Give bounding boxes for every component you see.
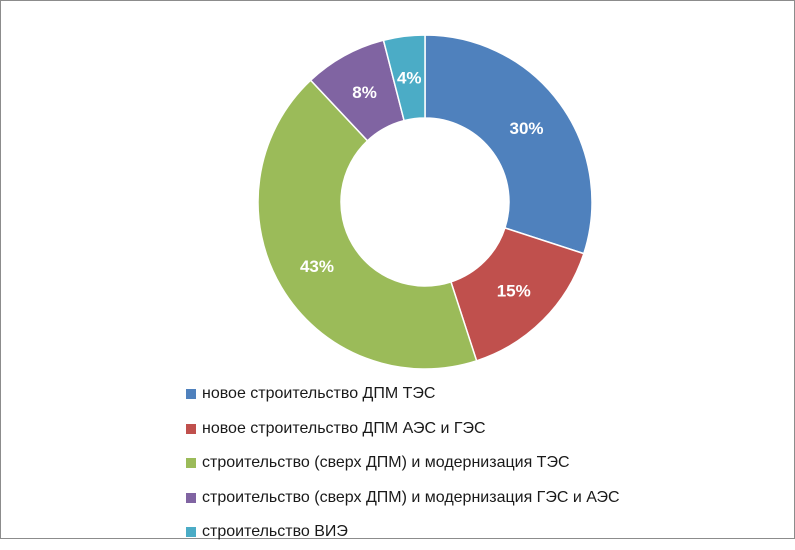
donut-slice-3: [257, 79, 478, 370]
legend-label-3: строительство (сверх ДПМ) и модернизация…: [202, 454, 570, 472]
legend-item-1: новое строительство ДПМ ТЭС: [186, 377, 620, 412]
legend-swatch-2: [186, 423, 196, 434]
slice-data-label-2: 15%: [497, 282, 531, 301]
chart-legend: новое строительство ДПМ ТЭС новое строите…: [186, 377, 620, 550]
slice-data-label-4: 8%: [352, 83, 377, 102]
legend-label-1: новое строительство ДПМ ТЭС: [202, 385, 436, 403]
slice-data-label-1: 30%: [510, 119, 544, 138]
legend-label-5: строительство ВИЭ: [202, 523, 348, 541]
slice-data-label-5: 4%: [397, 68, 422, 87]
legend-label-4: строительство (сверх ДПМ) и модернизация…: [202, 488, 620, 506]
legend-item-3: строительство (сверх ДПМ) и модернизация…: [186, 446, 620, 481]
legend-swatch-5: [186, 527, 196, 538]
legend-swatch-1: [186, 389, 196, 400]
legend-item-2: новое строительство ДПМ АЭС и ГЭС: [186, 412, 620, 447]
legend-swatch-3: [186, 458, 196, 469]
legend-label-2: новое строительство ДПМ АЭС и ГЭС: [202, 419, 486, 437]
donut-slice-5: [382, 34, 426, 122]
legend-item-5: строительство ВИЭ: [186, 515, 620, 550]
legend-swatch-4: [186, 492, 196, 503]
donut-slice-1: [424, 34, 593, 255]
slice-data-label-3: 43%: [300, 257, 334, 276]
donut-chart: 30% 15% 43% 8% 4%: [257, 34, 593, 370]
legend-item-4: строительство (сверх ДПМ) и модернизация…: [186, 481, 620, 516]
